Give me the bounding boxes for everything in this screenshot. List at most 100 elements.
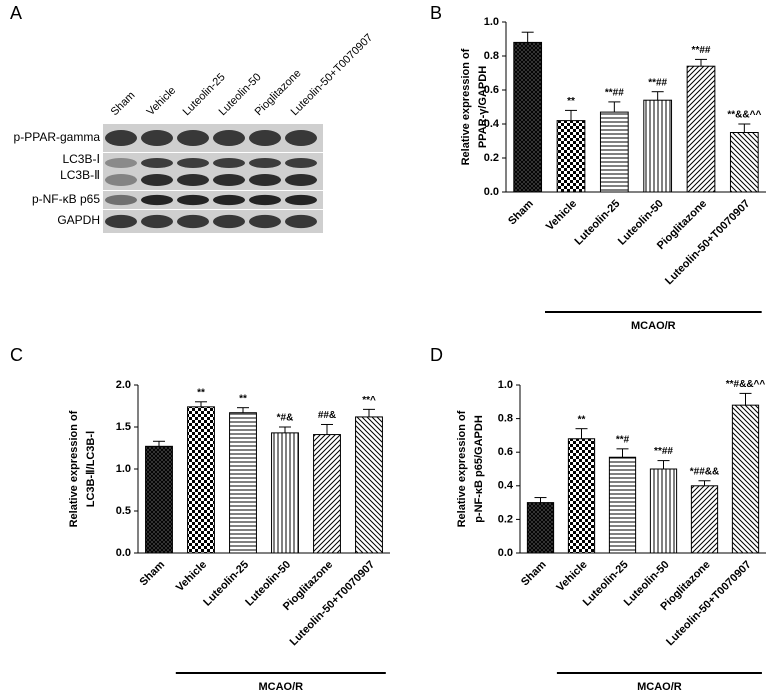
x-tick-label: Vehicle [544, 198, 579, 233]
bar [643, 99, 673, 193]
x-tick-label: Sham [519, 559, 549, 589]
bar [526, 502, 555, 554]
bar [567, 438, 596, 554]
lane-label: Sham [109, 89, 138, 118]
band [213, 158, 245, 168]
y-tick-label: 0.2 [484, 152, 499, 164]
row-label: p-PPAR-gamma [14, 130, 101, 144]
x-tick-label: Sham [506, 198, 536, 228]
band [141, 194, 173, 206]
row-label: LC3B-Ⅱ [60, 168, 100, 182]
x-tick-label: Luteolin-25 [573, 198, 623, 248]
significance-label: **^ [362, 395, 376, 406]
bar [355, 416, 383, 554]
y-tick-label: 1.0 [498, 379, 513, 391]
band [177, 194, 209, 206]
significance-label: ##& [318, 410, 336, 421]
y-axis-label: Relative expression of [460, 48, 472, 165]
significance-label: **## [654, 446, 673, 457]
band [177, 214, 209, 229]
band [213, 214, 245, 229]
significance-label: *##&& [690, 466, 719, 477]
y-tick-label: 0.5 [116, 505, 131, 517]
y-tick-label: 0.2 [498, 513, 513, 525]
y-axis-label: PPAR-γ/GAPDH [477, 66, 489, 148]
significance-label: ** [197, 387, 205, 398]
y-tick-label: 2.0 [116, 379, 131, 391]
y-axis-label: p-NF-κB p65/GAPDH [473, 415, 485, 523]
band [105, 194, 137, 206]
y-axis-label: Relative expression of [68, 410, 80, 527]
x-tick-label: Vehicle [554, 559, 589, 594]
bar [313, 434, 341, 554]
y-tick-label: 1.5 [116, 421, 131, 433]
significance-label: **#&&^^ [726, 379, 766, 390]
bar [686, 65, 716, 193]
band [177, 130, 209, 146]
x-tick-label: Luteolin-50+T0070907 [663, 198, 753, 288]
bar [599, 111, 629, 193]
significance-label: **## [692, 45, 711, 56]
y-tick-label: 0.0 [116, 547, 131, 559]
band [249, 158, 281, 168]
significance-label: *#& [277, 413, 294, 424]
band [141, 158, 173, 168]
bar [513, 41, 543, 193]
bar [649, 468, 678, 554]
panel-label: D [430, 345, 443, 365]
y-tick-label: 0.4 [484, 118, 500, 130]
band [213, 194, 245, 206]
y-tick-label: 0.6 [498, 446, 513, 458]
band [141, 214, 173, 229]
x-tick-label: Vehicle [174, 559, 209, 594]
band [105, 174, 137, 186]
group-label: MCAO/R [637, 681, 682, 693]
y-tick-label: 0.0 [484, 186, 499, 198]
band [105, 158, 137, 168]
significance-label: **# [616, 434, 630, 445]
bar [690, 485, 719, 554]
significance-label: ** [239, 393, 247, 404]
significance-label: **&&^^ [727, 110, 761, 121]
x-tick-label: Sham [137, 559, 167, 589]
y-tick-label: 0.8 [498, 413, 513, 425]
y-tick-label: 1.0 [116, 463, 131, 475]
bar [145, 445, 173, 554]
band [285, 174, 317, 186]
band [285, 194, 317, 206]
y-axis-label: LC3B-Ⅱ/LC3B-Ⅰ [85, 431, 97, 508]
band [249, 130, 281, 146]
band [141, 130, 173, 146]
lane-label: Vehicle [145, 85, 179, 119]
band [105, 130, 137, 146]
significance-label: **## [648, 77, 667, 88]
x-tick-label: Luteolin-50+T0070907 [664, 559, 754, 649]
group-label: MCAO/R [631, 320, 676, 332]
bar [271, 432, 299, 554]
band [177, 158, 209, 168]
bar [187, 406, 215, 554]
band [213, 174, 245, 186]
row-label: LC3B-Ⅰ [62, 152, 100, 166]
band [249, 214, 281, 229]
panel-label: C [10, 345, 23, 365]
panel-label: A [10, 3, 22, 23]
y-tick-label: 0.6 [484, 84, 499, 96]
bar [608, 456, 637, 554]
band [285, 130, 317, 146]
band [285, 214, 317, 229]
row-label: p-NF-κB p65 [32, 192, 100, 206]
band [249, 174, 281, 186]
y-tick-label: 0.0 [498, 547, 513, 559]
band [141, 174, 173, 186]
y-tick-label: 0.4 [498, 480, 514, 492]
y-axis-label: Relative expression of [456, 410, 468, 527]
blot-strip [103, 153, 323, 190]
x-tick-label: Luteolin-50+T0070907 [288, 559, 378, 649]
significance-label: ** [578, 414, 586, 425]
band [105, 214, 137, 229]
band [177, 174, 209, 186]
bar [229, 412, 257, 554]
band [213, 130, 245, 146]
